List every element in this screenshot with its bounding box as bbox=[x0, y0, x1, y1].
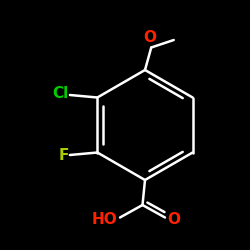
Text: O: O bbox=[144, 30, 156, 46]
Text: F: F bbox=[58, 148, 68, 162]
Text: HO: HO bbox=[92, 212, 118, 228]
Text: Cl: Cl bbox=[52, 86, 68, 101]
Text: O: O bbox=[168, 212, 180, 228]
